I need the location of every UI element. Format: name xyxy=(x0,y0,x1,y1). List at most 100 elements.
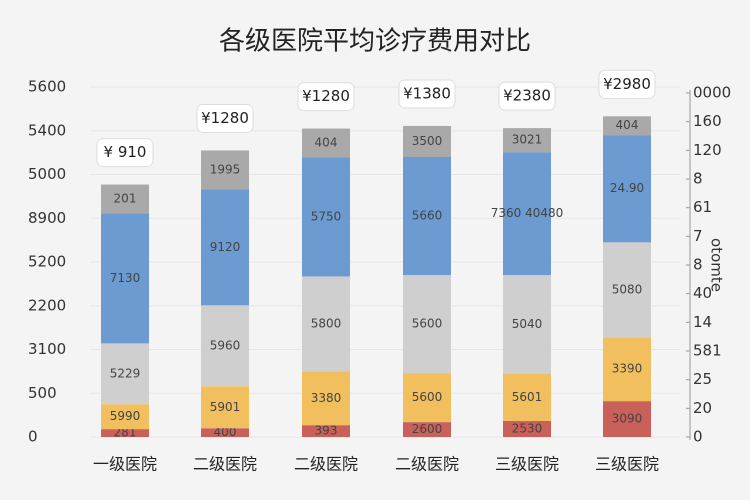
total-box xyxy=(598,69,656,99)
y-tick-label: 2200 xyxy=(28,296,66,314)
bar-segment xyxy=(302,128,350,158)
total-box xyxy=(498,81,556,111)
bar-segment xyxy=(603,242,651,338)
segment-label: 404 xyxy=(315,136,338,150)
segment-label: 5601 xyxy=(512,390,543,404)
y-tick-label: 5600 xyxy=(28,78,66,96)
bar-segment xyxy=(603,401,651,437)
total-label: ¥1380 xyxy=(403,84,451,102)
y-tick-label: 0 xyxy=(28,428,38,446)
right-axis-title: otomte xyxy=(708,238,726,292)
right-axis-label: 0 xyxy=(693,428,703,446)
bar-segment xyxy=(503,152,551,276)
chart-title: 各级医院平均诊疗费用对比 xyxy=(219,27,531,57)
segment-label: 3380 xyxy=(311,391,342,405)
x-tick-label: 一级医院 xyxy=(93,455,157,474)
bar-segment xyxy=(503,128,551,153)
right-axis-label: 120 xyxy=(693,141,722,159)
bar-segment xyxy=(201,189,249,306)
segment-label: 5600 xyxy=(412,317,443,331)
y-tick-label: 5200 xyxy=(28,253,66,271)
total-box xyxy=(398,79,456,109)
bar-segment xyxy=(603,135,651,243)
right-axis-label: 20 xyxy=(693,399,712,417)
right-axis-label: 581 xyxy=(693,342,722,360)
segment-label: 393 xyxy=(315,424,338,438)
segment-label: 5229 xyxy=(110,366,141,380)
x-tick-label: 三级医院 xyxy=(595,455,659,474)
bar-segment xyxy=(302,157,350,277)
total-box xyxy=(297,82,355,112)
segment-label: 7130 xyxy=(110,271,141,285)
total-label: ¥2980 xyxy=(603,75,651,93)
segment-label: 404 xyxy=(616,118,639,132)
right-axis-label: 40 xyxy=(693,284,712,302)
y-tick-label: 5000 xyxy=(28,165,66,183)
bar-segment xyxy=(201,305,249,387)
bar-segment xyxy=(403,422,451,437)
bar-segment xyxy=(403,275,451,374)
right-axis-label: 160 xyxy=(693,112,722,130)
bar-segment xyxy=(302,371,350,426)
x-tick-label: 二级医院 xyxy=(294,455,358,474)
y-tick-label: 5400 xyxy=(28,121,66,139)
segment-label: 5960 xyxy=(210,338,241,352)
segment-label: 5040 xyxy=(512,317,543,331)
bar-segment xyxy=(101,184,149,214)
segment-label: 5901 xyxy=(210,400,241,414)
right-axis-label: 8 xyxy=(693,170,703,188)
segment-label: 3500 xyxy=(412,134,443,148)
segment-label: 5800 xyxy=(311,316,342,330)
y-tick-label: 8900 xyxy=(28,209,66,227)
bar-segment xyxy=(201,386,249,429)
bar-segment xyxy=(403,125,451,157)
segment-label: 3090 xyxy=(612,412,643,426)
segment-label: 2530 xyxy=(512,421,543,435)
bar-segment xyxy=(302,425,350,437)
segment-label: 3021 xyxy=(512,133,543,147)
bar-segment xyxy=(403,157,451,276)
bar-segment xyxy=(503,420,551,437)
segment-label: 2600 xyxy=(412,422,443,436)
bar-segment xyxy=(603,337,651,402)
right-axis-label: 14 xyxy=(693,313,712,331)
y-tick-label: 500 xyxy=(28,384,57,402)
segment-label: 400 xyxy=(214,425,237,439)
segment-label: 9120 xyxy=(210,240,241,254)
bar-segment xyxy=(101,213,149,344)
segment-label: 7360 40480 xyxy=(491,206,564,220)
segment-label: 5080 xyxy=(612,282,643,296)
bar-segment xyxy=(101,404,149,430)
bar-segment xyxy=(403,373,451,423)
right-axis-label: 8 xyxy=(693,256,703,274)
bar-segment xyxy=(503,374,551,421)
total-box xyxy=(196,103,254,133)
segment-label: 5660 xyxy=(412,209,443,223)
bar-segment xyxy=(101,429,149,437)
x-tick-label: 三级医院 xyxy=(495,455,559,474)
bar-segment xyxy=(603,116,651,136)
segment-label: 5990 xyxy=(110,409,141,423)
x-tick-label: 二级医院 xyxy=(193,455,257,474)
bar-segment xyxy=(201,428,249,437)
x-tick-label: 二级医院 xyxy=(395,455,459,474)
total-label: ¥2380 xyxy=(503,87,551,105)
right-axis-label: 25 xyxy=(693,370,712,388)
bar-segment xyxy=(101,343,149,405)
segment-label: 1995 xyxy=(210,162,241,176)
segment-label: 24.90 xyxy=(610,181,644,195)
total-label: ¥1280 xyxy=(302,87,350,105)
segment-label: 3390 xyxy=(612,362,643,376)
right-axis-label: 7 xyxy=(693,227,703,245)
right-axis-label: 0000 xyxy=(693,84,731,102)
segment-label: 5600 xyxy=(412,390,443,404)
total-label: ¥1280 xyxy=(201,109,249,127)
segment-label: 201 xyxy=(114,192,137,206)
total-box xyxy=(96,138,154,168)
bar-segment xyxy=(503,275,551,374)
right-axis-label: 61 xyxy=(693,198,712,216)
segment-label: 5750 xyxy=(311,209,342,223)
bar-segment xyxy=(302,276,350,372)
bar-segment xyxy=(201,150,249,190)
